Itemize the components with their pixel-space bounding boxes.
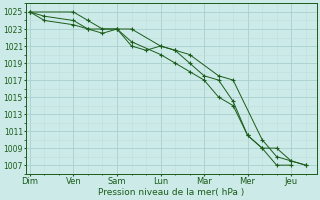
X-axis label: Pression niveau de la mer( hPa ): Pression niveau de la mer( hPa ) xyxy=(98,188,244,197)
